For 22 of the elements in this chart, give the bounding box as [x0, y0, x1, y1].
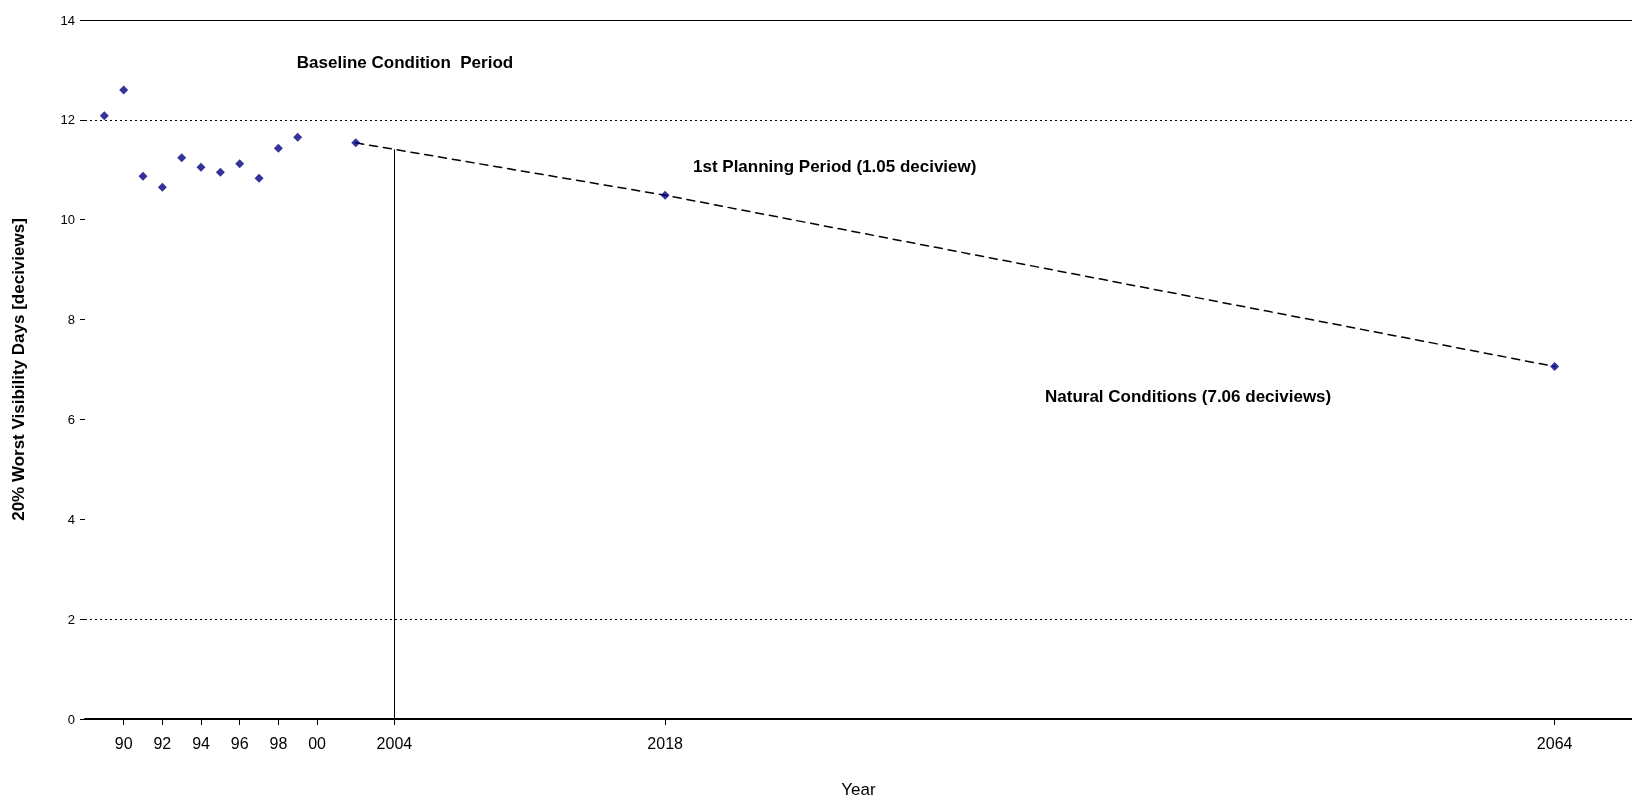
x-tick-label: 90	[114, 734, 133, 752]
y-tick-label: 0	[67, 711, 75, 727]
annotation: 1st Planning Period (1.05 deciview)	[693, 156, 977, 176]
y-tick-label: 12	[60, 112, 75, 128]
x-tick-label: 92	[153, 734, 172, 752]
y-tick-label: 2	[67, 611, 75, 627]
x-tick-label: 94	[192, 734, 211, 752]
y-tick-label: 8	[67, 312, 75, 328]
annotation: Baseline Condition Period	[296, 52, 514, 72]
x-axis-title: Year	[841, 780, 877, 799]
y-axis-title: 20% Worst Visibility Days [deciviews]	[9, 218, 28, 521]
annotation: Natural Conditions (7.06 deciviews)	[1045, 386, 1332, 406]
y-tick-label: 14	[60, 12, 75, 28]
x-tick-label: 2064	[1536, 734, 1573, 752]
x-tick-label: 2004	[376, 734, 413, 752]
x-tick-label: 2018	[647, 734, 684, 752]
x-tick-label: 96	[230, 734, 249, 752]
x-tick-label: 00	[308, 734, 327, 752]
y-tick-label: 10	[60, 212, 75, 228]
y-tick-label: 6	[67, 411, 75, 427]
x-tick-label: 98	[269, 734, 288, 752]
y-tick-label: 4	[67, 511, 75, 527]
